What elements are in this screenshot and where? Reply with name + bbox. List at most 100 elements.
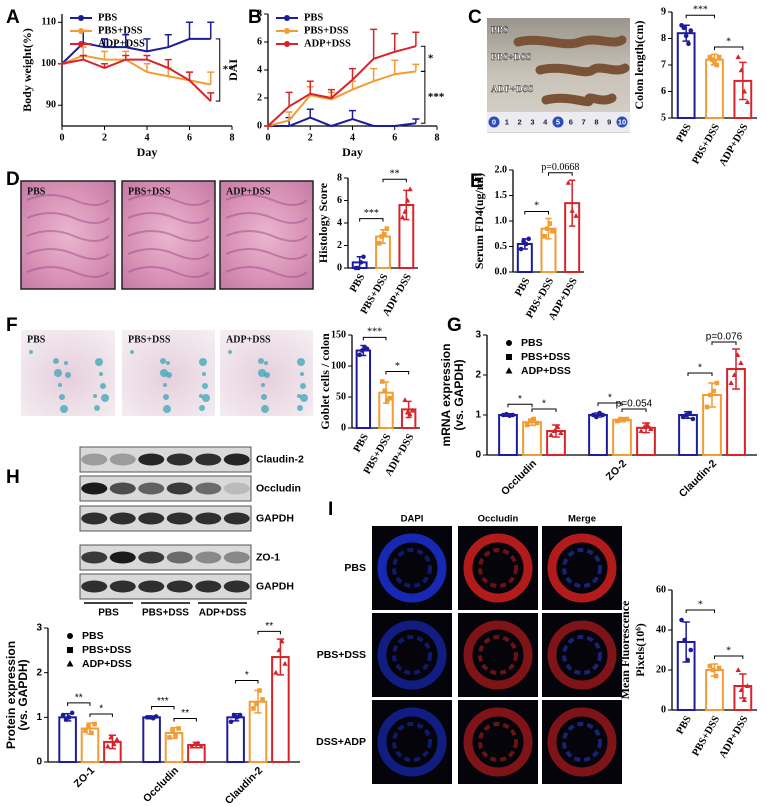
legend-label: ADP+DSS [521, 365, 571, 377]
legend-label: PBS [98, 12, 117, 23]
blot-band [138, 580, 165, 593]
tissue-texture [26, 248, 110, 260]
data-point [189, 743, 195, 749]
error-bar [569, 179, 576, 227]
data-point [257, 688, 262, 693]
data-point [551, 428, 558, 433]
data-point [282, 660, 288, 666]
panel-label: H [6, 467, 20, 488]
data-point [713, 673, 719, 679]
data-point [387, 395, 392, 401]
data-point [688, 28, 694, 33]
data-point [404, 409, 411, 415]
blot-band [195, 482, 222, 495]
legend-marker [78, 15, 84, 21]
data-point [402, 208, 408, 214]
y-tick-label: 2 [475, 370, 481, 381]
y-tick-label: 2.0 [495, 164, 508, 175]
blot-band [109, 551, 136, 564]
blot-strip [79, 475, 252, 502]
ruler-label: 9 [607, 117, 611, 126]
significance-bracket [359, 218, 384, 222]
blot-label: Claudin-2 [256, 453, 304, 465]
data-point [710, 667, 716, 673]
data-point [364, 346, 370, 351]
data-point [279, 638, 285, 644]
y-tick-label: 7 [661, 59, 666, 70]
group-label: PBS [98, 608, 119, 619]
data-point [402, 397, 408, 403]
y-axis-label: mRNA expression [439, 344, 453, 447]
significance-bracket [524, 210, 549, 215]
data-point [384, 226, 390, 231]
data-point [704, 404, 710, 410]
error-bar [739, 673, 747, 699]
histology-section [121, 180, 216, 290]
y-axis-label: (vs. GAPDH) [452, 359, 466, 430]
blot-band [166, 580, 193, 593]
significance-label: *** [364, 208, 379, 219]
legend-label: ADP+DSS [98, 38, 145, 49]
ruler-label: 4 [543, 117, 548, 126]
blot-band [138, 512, 165, 525]
error-bar [122, 54, 130, 60]
blot-band [138, 551, 165, 564]
data-point [510, 412, 516, 418]
significance-label: * [608, 393, 612, 404]
tissue-inner [392, 635, 432, 675]
tissue-texture [127, 194, 210, 206]
goblet-stain [58, 383, 62, 387]
y-tick-label: 8 [661, 33, 666, 44]
y-tick-label: 9 [661, 6, 666, 17]
error-bar [207, 21, 215, 39]
y-tick-label: 1.0 [495, 215, 508, 226]
y-tick-label: 150 [331, 329, 346, 340]
x-tick-label: 6 [392, 132, 397, 143]
data-point [679, 617, 684, 623]
tissue-texture [225, 248, 308, 260]
error-bar [101, 38, 108, 48]
legend-label: PBS+DSS [304, 25, 349, 36]
data-point [709, 57, 715, 62]
significance-label: ** [265, 621, 273, 632]
y-tick-label: 6 [661, 86, 666, 97]
data-point [716, 54, 722, 60]
y-tick-label: 40 [656, 624, 666, 635]
significance-bracket [89, 713, 113, 718]
significance-label: * [698, 363, 702, 374]
data-point [382, 388, 388, 394]
data-point [554, 424, 561, 429]
data-point [359, 348, 365, 353]
data-point [357, 352, 362, 358]
data-point [711, 388, 716, 394]
chart-panel: 90 100 110 Body weight(%) Day 0 2 4 6 8 PBS PBS+DSS… [20, 12, 235, 158]
significance-bracket [151, 705, 175, 710]
data-point [260, 697, 265, 702]
data-point [273, 669, 279, 675]
ruler-label: 8 [594, 117, 598, 126]
y-tick-label: 0 [475, 450, 481, 461]
data-point [170, 728, 175, 734]
data-point [83, 728, 88, 734]
tissue-texture [26, 212, 110, 224]
panel-label: F [6, 315, 18, 336]
error-bar [186, 21, 193, 39]
data-point [735, 54, 741, 60]
blot-band [81, 453, 108, 466]
tissue-inner [562, 635, 602, 675]
data-point [407, 186, 413, 192]
y-axis-label: (vs. GAPDH) [16, 659, 30, 730]
y-tick-label: 2 [36, 667, 42, 678]
significance-label: * [518, 394, 522, 405]
blot-band [166, 453, 193, 466]
x-tick-label: Occludin [499, 458, 539, 498]
tissue-texture [225, 266, 308, 278]
legend-marker [506, 340, 512, 346]
goblet-stain [53, 358, 59, 364]
error-bar [412, 118, 420, 124]
group-label: ADP+DSS [199, 608, 247, 619]
data-point [531, 416, 536, 422]
